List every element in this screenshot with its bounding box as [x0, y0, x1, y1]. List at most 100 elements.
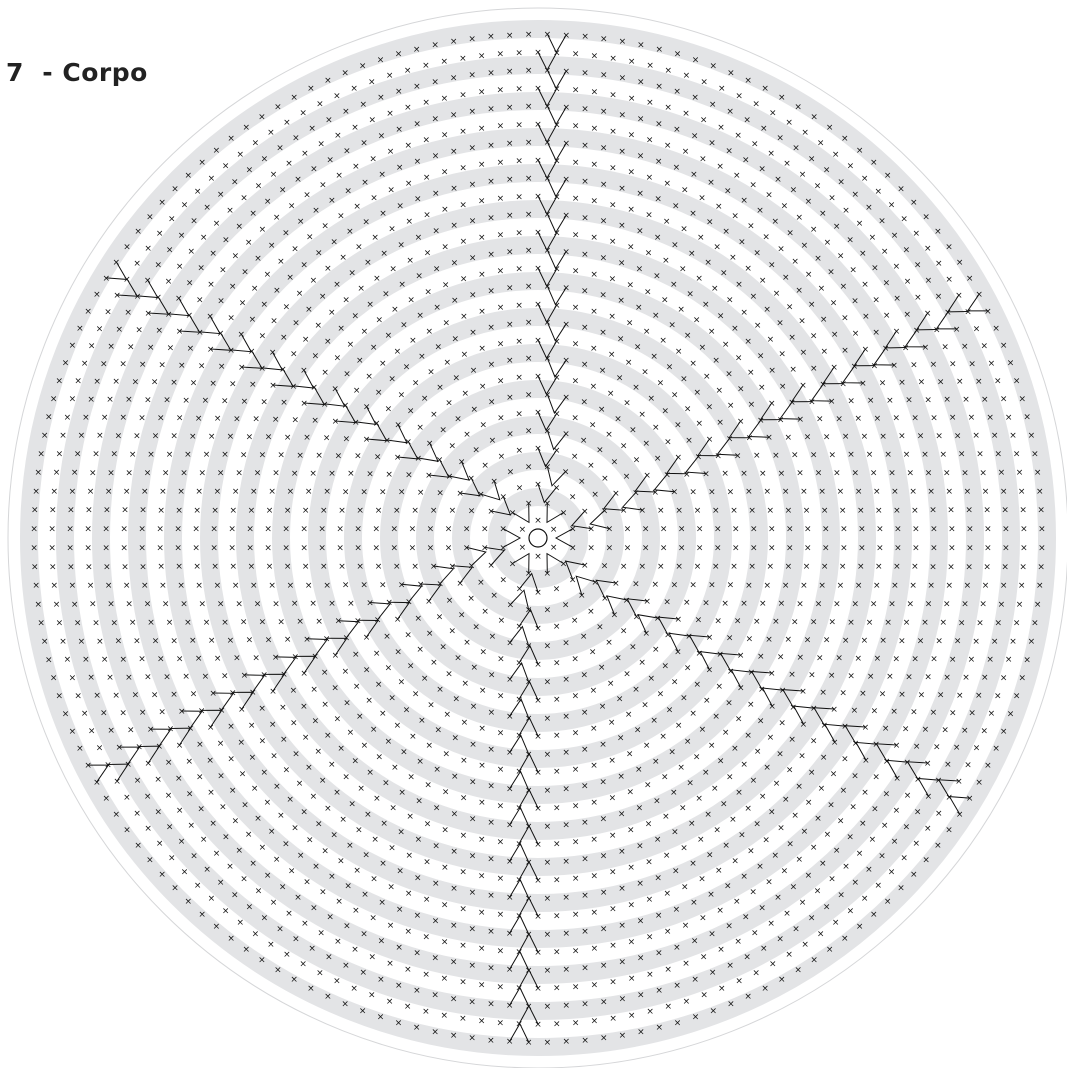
single-crochet-mark: × — [336, 525, 344, 535]
increase-v — [241, 350, 263, 369]
single-crochet-mark: × — [251, 284, 259, 294]
single-crochet-mark: × — [983, 562, 991, 572]
single-crochet-mark: × — [611, 610, 619, 620]
single-crochet-mark: × — [217, 600, 225, 610]
single-crochet-mark: × — [544, 786, 552, 796]
single-crochet-mark: × — [1034, 468, 1042, 478]
single-crochet-mark: × — [335, 451, 343, 461]
single-crochet-mark: × — [222, 235, 230, 245]
single-crochet-mark: × — [744, 804, 752, 814]
single-crochet-mark: × — [646, 135, 654, 145]
increase-v — [117, 278, 139, 297]
single-crochet-mark: × — [139, 562, 147, 572]
single-crochet-mark: × — [534, 588, 542, 598]
single-crochet-mark: × — [391, 305, 399, 315]
single-crochet-mark: × — [460, 312, 468, 322]
single-crochet-mark: × — [762, 835, 770, 845]
single-crochet-mark: × — [506, 748, 514, 758]
single-crochet-mark: × — [382, 779, 390, 789]
single-crochet-mark: × — [673, 125, 681, 135]
single-crochet-mark: × — [348, 269, 356, 279]
single-crochet-mark: × — [352, 311, 360, 321]
single-crochet-mark: × — [251, 784, 259, 794]
increase-v — [792, 705, 814, 725]
single-crochet-mark: × — [940, 618, 948, 628]
single-crochet-mark: × — [196, 740, 204, 750]
single-crochet-mark: × — [144, 276, 152, 286]
single-crochet-mark: × — [619, 1031, 627, 1041]
single-crochet-mark: × — [412, 690, 420, 700]
single-crochet-mark: × — [265, 635, 273, 645]
single-crochet-mark: × — [432, 842, 440, 852]
single-crochet-mark: × — [744, 731, 752, 741]
single-crochet-mark: × — [876, 543, 884, 553]
single-crochet-mark: × — [636, 226, 644, 236]
single-crochet-mark: × — [772, 217, 780, 227]
single-crochet-mark: × — [195, 581, 203, 591]
single-crochet-mark: × — [841, 134, 849, 144]
single-crochet-mark: × — [680, 375, 688, 385]
single-crochet-mark: × — [767, 149, 775, 159]
single-crochet-mark: × — [413, 949, 421, 959]
single-crochet-mark: × — [702, 300, 710, 310]
single-crochet-mark: × — [933, 743, 941, 753]
single-crochet-mark: × — [385, 598, 393, 608]
single-crochet-mark: × — [910, 361, 918, 371]
single-crochet-mark: × — [683, 598, 691, 608]
single-crochet-mark: × — [363, 403, 371, 413]
single-crochet-mark: × — [443, 749, 451, 759]
single-crochet-mark: × — [480, 648, 488, 658]
single-crochet-mark: × — [369, 914, 377, 924]
single-crochet-mark: × — [335, 617, 343, 627]
increase-v — [626, 598, 648, 617]
single-crochet-mark: × — [182, 672, 190, 682]
single-crochet-mark: × — [265, 433, 273, 443]
single-crochet-mark: × — [600, 997, 608, 1007]
ring-band — [92, 92, 984, 984]
single-crochet-mark: × — [185, 897, 193, 907]
single-crochet-mark: × — [893, 774, 901, 784]
single-crochet-mark: × — [764, 487, 772, 497]
single-crochet-mark: × — [386, 109, 394, 119]
single-crochet-mark: × — [678, 525, 686, 535]
single-crochet-mark: × — [316, 100, 324, 110]
single-crochet-mark: × — [671, 488, 679, 498]
single-crochet-mark: × — [336, 543, 344, 553]
single-crochet-mark: × — [138, 413, 146, 423]
single-crochet-mark: × — [454, 414, 462, 424]
single-crochet-mark: × — [310, 276, 318, 286]
single-crochet-mark: × — [893, 414, 901, 424]
single-crochet-mark: × — [907, 600, 915, 610]
single-crochet-mark: × — [525, 318, 533, 328]
single-crochet-mark: × — [657, 690, 665, 700]
single-crochet-mark: × — [737, 684, 745, 694]
single-crochet-mark: × — [930, 543, 938, 553]
single-crochet-mark: × — [562, 468, 570, 478]
single-crochet-mark: × — [581, 855, 589, 865]
single-crochet-mark: × — [337, 857, 345, 867]
single-crochet-mark: × — [334, 131, 342, 141]
single-crochet-mark: × — [461, 718, 469, 728]
single-crochet-mark: × — [740, 760, 748, 770]
single-crochet-mark: × — [176, 327, 184, 337]
ring-band — [380, 380, 696, 696]
single-crochet-mark: × — [903, 823, 911, 833]
single-crochet-mark: × — [379, 209, 387, 219]
single-crochet-mark: × — [562, 893, 570, 903]
single-crochet-mark: × — [762, 233, 770, 243]
single-crochet-mark: × — [292, 319, 300, 329]
single-crochet-mark: × — [829, 618, 837, 628]
single-crochet-mark: × — [617, 772, 625, 782]
single-crochet-mark: × — [469, 254, 477, 264]
single-crochet-mark: × — [777, 416, 785, 426]
single-crochet-mark: × — [839, 380, 847, 390]
single-crochet-mark: × — [580, 632, 588, 642]
single-crochet-mark: × — [790, 186, 798, 196]
single-crochet-mark: × — [788, 735, 796, 745]
single-crochet-mark: × — [386, 71, 394, 81]
single-crochet-mark: × — [337, 212, 345, 222]
single-crochet-mark: × — [487, 323, 495, 333]
single-crochet-mark: × — [107, 468, 115, 478]
single-crochet-mark: × — [87, 673, 95, 683]
single-crochet-mark: × — [354, 543, 362, 553]
